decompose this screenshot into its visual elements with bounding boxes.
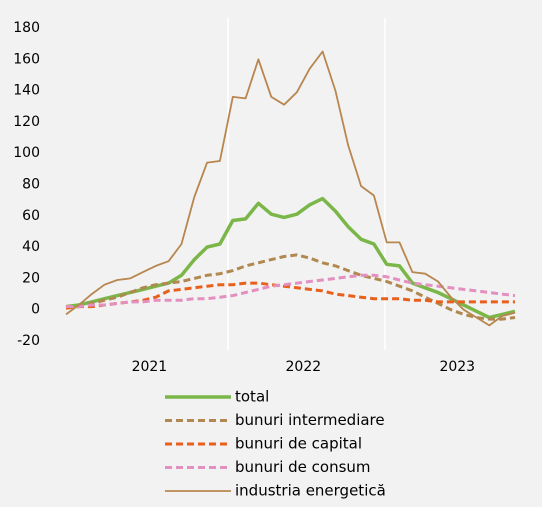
y-tick-label: -20	[17, 333, 40, 349]
series-line	[66, 273, 516, 309]
y-tick-label: 140	[13, 83, 40, 99]
legend-label: bunuri intermediare	[235, 411, 385, 429]
y-tick-label: 80	[22, 177, 40, 193]
x-tick-label: 2023	[439, 359, 475, 375]
y-tick-label: 40	[22, 239, 40, 255]
series-line	[65, 281, 515, 310]
series-line	[65, 253, 516, 321]
legend-label: industria energetică	[235, 482, 386, 500]
y-tick-label: 180	[13, 20, 40, 36]
y-tick-label: 120	[13, 114, 40, 130]
y-tick-label: 20	[22, 270, 40, 286]
y-tick-label: 60	[22, 208, 40, 224]
y-tick-label: 100	[13, 145, 40, 161]
y-tick-label: 0	[31, 302, 40, 318]
legend-label: bunuri de consum	[235, 458, 371, 476]
series-line	[65, 196, 516, 320]
series-line	[65, 50, 516, 327]
legend-label: total	[235, 388, 269, 406]
x-tick-label: 2022	[286, 359, 322, 375]
y-tick-label: 160	[13, 51, 40, 67]
legend-label: bunuri de capital	[235, 435, 362, 453]
x-tick-label: 2021	[132, 359, 168, 375]
